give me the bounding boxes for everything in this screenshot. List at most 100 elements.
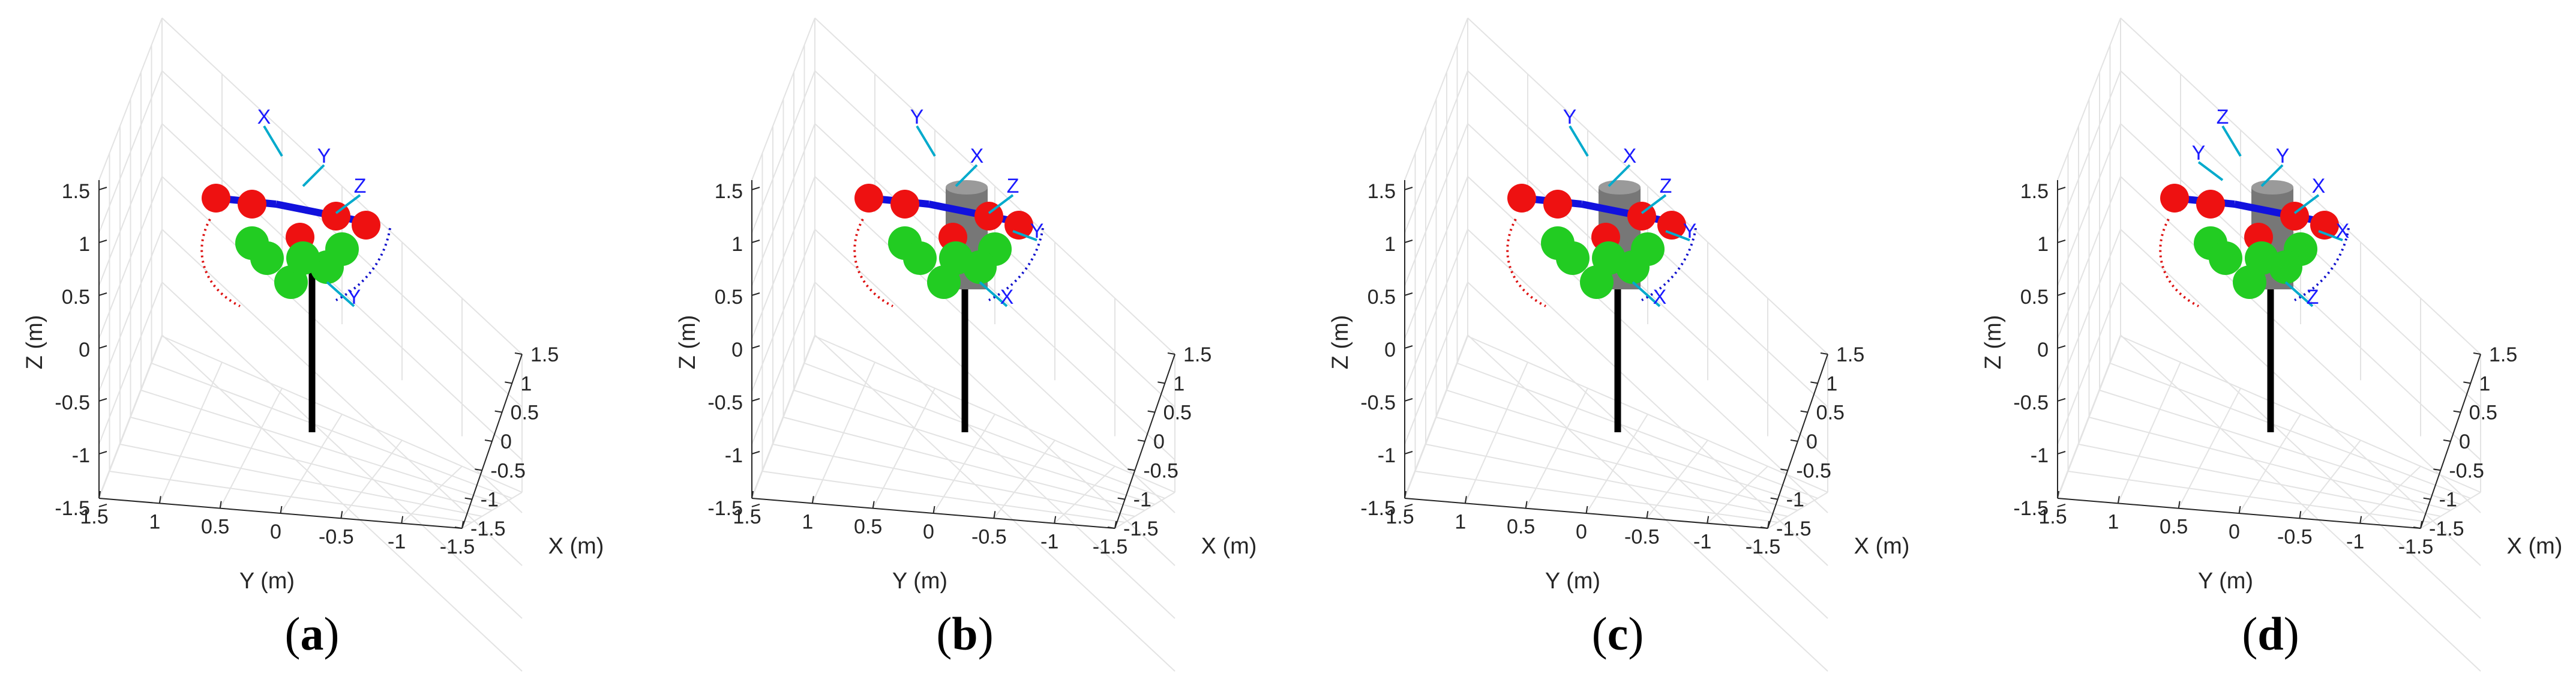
frame-arrow: [2284, 281, 2314, 307]
y-tick-label: 1: [1455, 510, 1466, 533]
x-tick-mark: [475, 468, 482, 471]
z-tick-mark: [751, 240, 760, 243]
y-tick-label: -1.5: [1093, 536, 1128, 558]
y-tick-label: -1.5: [1746, 536, 1781, 558]
x-tick-label: 1.5: [1183, 343, 1211, 366]
z-tick-mark: [1404, 504, 1413, 507]
z-axis-title: Z (m): [1981, 315, 2006, 370]
robot-joint: [1507, 184, 1536, 213]
x-tick-label: 0: [500, 430, 512, 453]
z-tick-label: 0: [79, 339, 90, 361]
panel-label: (b): [936, 608, 993, 660]
x-tick-mark: [1147, 410, 1155, 413]
x-tick-mark: [494, 410, 502, 413]
grid-line: [1404, 176, 1468, 339]
collision-sphere: [286, 241, 320, 275]
collision-sphere: [2209, 241, 2242, 275]
grid-line: [751, 229, 815, 392]
grid-line: [1404, 229, 1468, 392]
x-tick-label: 1.5: [530, 343, 559, 366]
y-tick-label: -1.5: [2398, 536, 2434, 558]
x-tick-mark: [1790, 439, 1798, 442]
z-tick-mark: [751, 187, 760, 190]
z-tick-mark: [2057, 187, 2066, 190]
y-tick-label: 1.5: [80, 506, 108, 528]
grid-line: [2057, 123, 2121, 286]
x-tick-label: 1.5: [1836, 343, 1864, 366]
z-tick-label: 0: [2037, 339, 2049, 361]
x-tick-mark: [2453, 410, 2461, 413]
z-tick-label: -0.5: [55, 391, 90, 414]
grid-line: [98, 282, 163, 445]
grid-line: [161, 336, 523, 493]
grid-line: [993, 439, 1055, 519]
y-tick-mark: [1525, 501, 1528, 509]
frame-label: Z: [1007, 175, 1019, 198]
cylinder-top: [1599, 180, 1641, 195]
y-tick-mark: [340, 511, 343, 519]
x-tick-label: -1: [2439, 489, 2457, 512]
robot-joint: [854, 184, 883, 213]
y-tick-label: -1.5: [440, 536, 475, 558]
frame-label: Z: [354, 175, 367, 198]
trajectory-blue: [2294, 228, 2350, 301]
grid-line: [751, 70, 815, 234]
x-tick-label: 0.5: [2469, 402, 2497, 424]
z-tick-label: 0.5: [62, 286, 90, 309]
x-tick-label: 0.5: [1163, 402, 1192, 424]
z-tick-label: -1.5: [707, 497, 743, 520]
grid-line: [1114, 492, 1175, 529]
z-tick-label: -1: [1378, 444, 1396, 467]
frame-arrow: [2197, 161, 2224, 181]
x-tick-label: -1: [1133, 489, 1151, 512]
x-tick-mark: [1780, 468, 1788, 471]
x-tick-label: 1.5: [2489, 343, 2517, 366]
robot-joint: [1657, 211, 1686, 240]
panel-label-close: ): [978, 608, 994, 660]
y-tick-mark: [158, 496, 161, 504]
grid-line: [2299, 439, 2361, 519]
collision-sphere: [1592, 241, 1626, 275]
y-tick-mark: [993, 511, 996, 519]
panel-label-open: (: [2242, 608, 2257, 660]
frame-label: X: [257, 106, 271, 128]
z-tick-label: 0: [1384, 339, 1396, 361]
x-tick-label: -1.5: [470, 518, 506, 540]
y-axis-title: Y (m): [239, 569, 295, 594]
z-tick-label: 1.5: [2020, 180, 2049, 203]
z-tick-mark: [2057, 398, 2066, 402]
z-tick-mark: [2057, 240, 2066, 243]
x-tick-mark: [1810, 381, 1818, 384]
grid-line: [1467, 336, 1828, 493]
frame-label: Y: [347, 286, 361, 309]
grid-line: [1446, 390, 1808, 505]
y-tick-label: 1: [2107, 510, 2119, 533]
y-axis-title: Y (m): [2198, 569, 2253, 594]
y-tick-label: -1: [388, 531, 406, 554]
z-tick-mark: [98, 187, 107, 190]
cylinder-top: [946, 180, 988, 195]
grid-line: [1646, 439, 1708, 519]
frame-label: X: [970, 145, 984, 167]
panel-label-open: (: [1592, 608, 1608, 660]
panel-label-open: (: [936, 608, 952, 660]
x-tick-mark: [2413, 527, 2421, 529]
frame-arrow: [1632, 281, 1661, 307]
y-tick-label: 1.5: [2038, 506, 2067, 528]
z-tick-mark: [98, 504, 107, 507]
frame-arrow: [302, 164, 325, 187]
frame-arrow: [1569, 125, 1589, 157]
frame-arrow: [335, 194, 361, 214]
trajectory-blue: [988, 228, 1044, 301]
grid-line: [2099, 390, 2461, 505]
y-tick-mark: [932, 506, 935, 514]
grid-line: [2120, 336, 2481, 493]
frame-label: Y: [1563, 106, 1577, 128]
grid-line: [1767, 492, 1828, 529]
frame-arrow: [1665, 230, 1690, 241]
panel-label-open: (: [285, 608, 301, 660]
z-tick-mark: [1404, 240, 1413, 243]
grid-line: [1457, 363, 1818, 499]
grid-line: [1467, 334, 1828, 672]
